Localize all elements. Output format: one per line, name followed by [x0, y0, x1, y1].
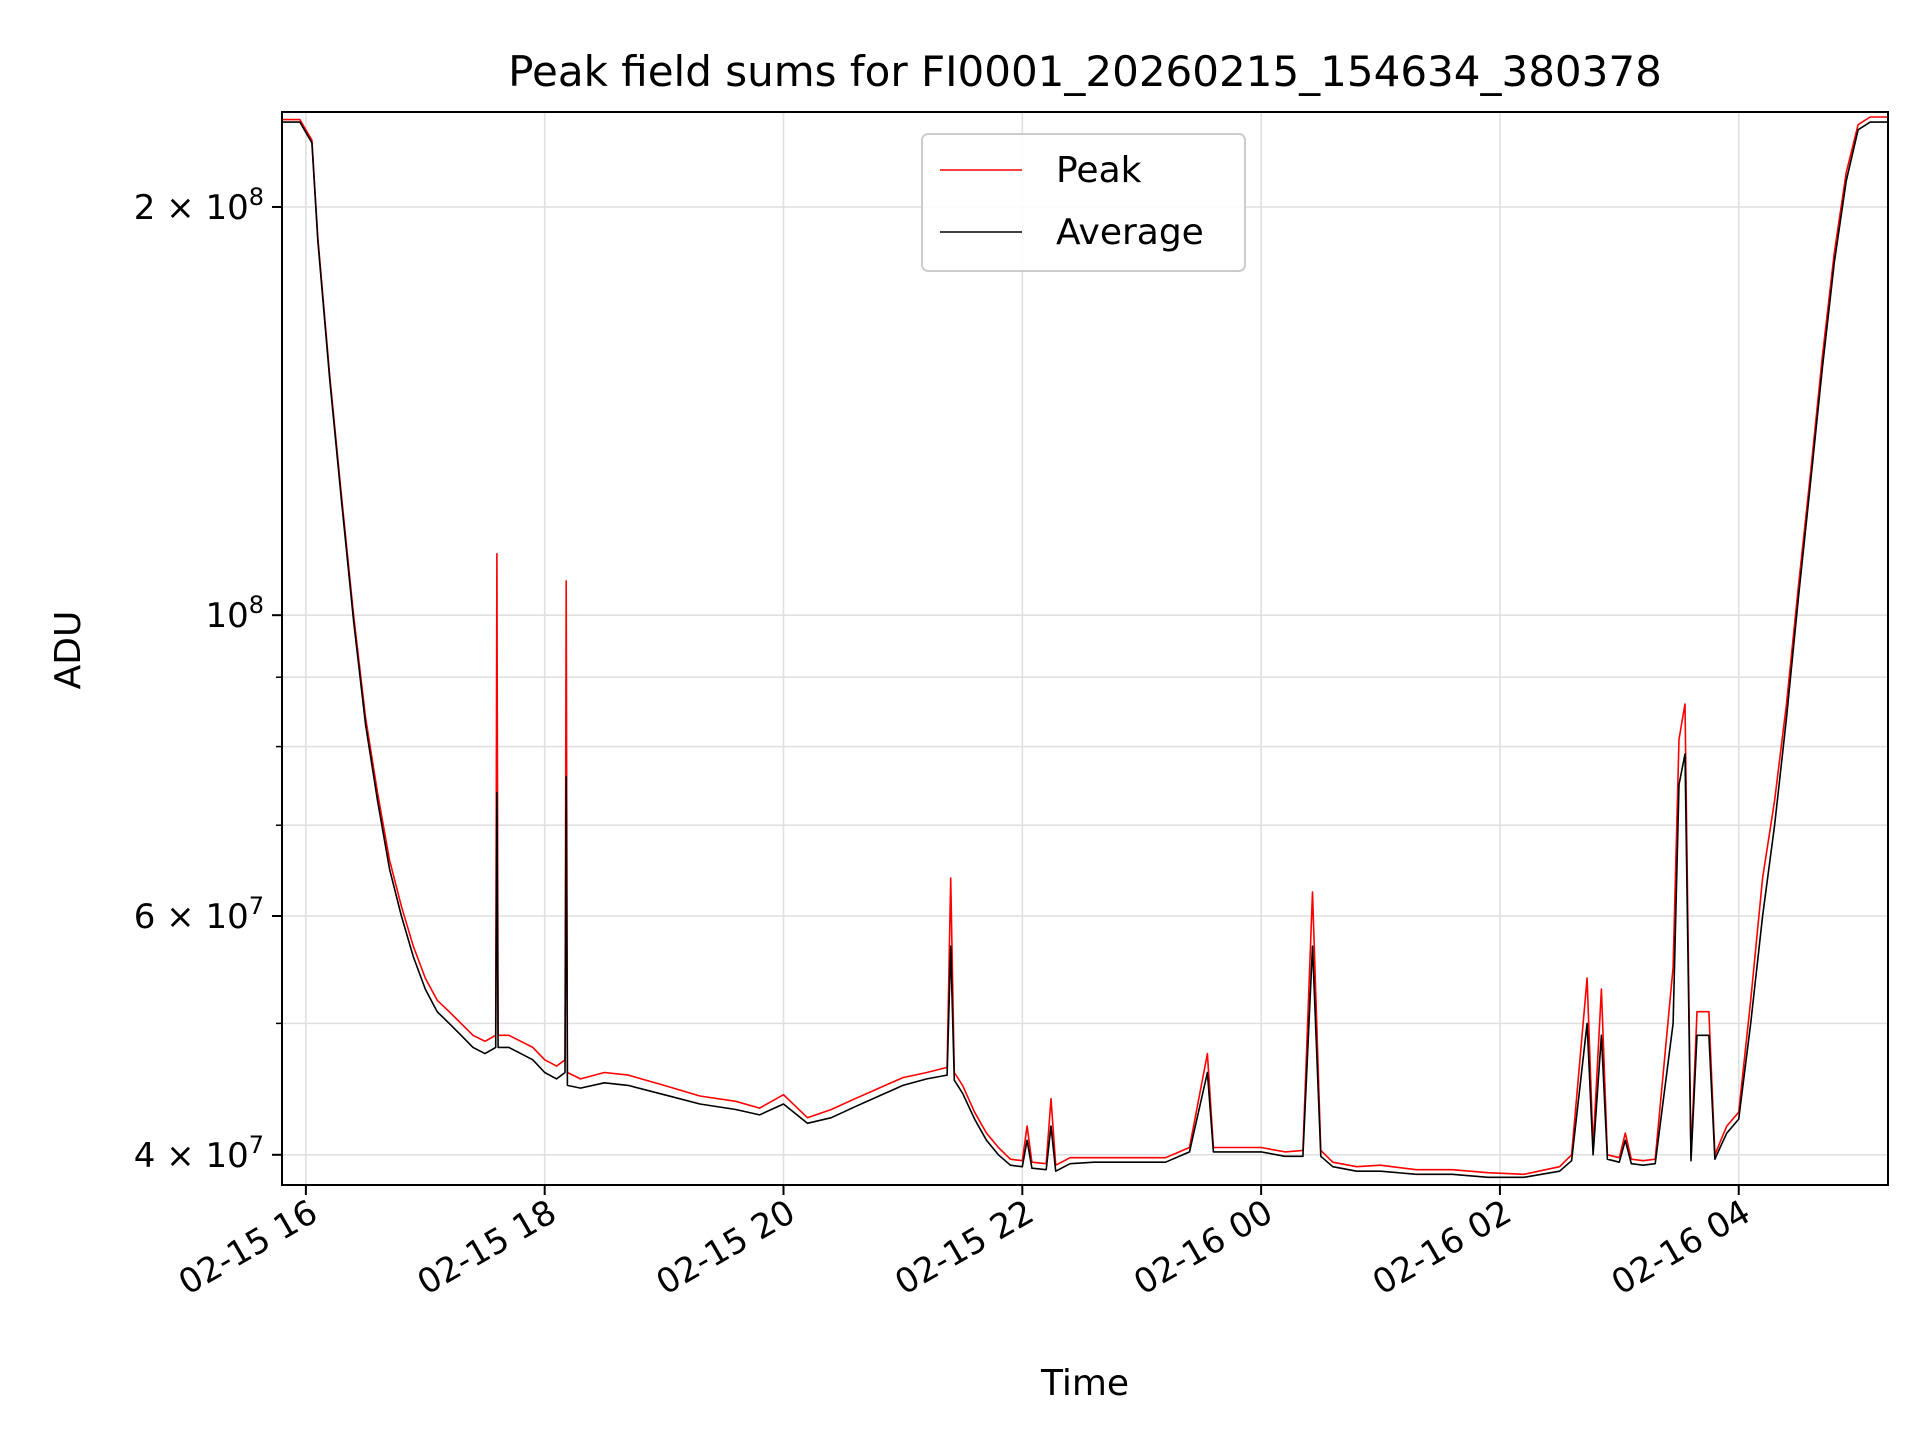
- x-tick-label: 02-15 20: [650, 1192, 802, 1303]
- chart-title: Peak field sums for FI0001_20260215_1546…: [508, 47, 1662, 96]
- legend-label-peak: Peak: [1056, 150, 1142, 191]
- x-tick-label: 02-16 02: [1366, 1192, 1518, 1303]
- x-tick-label: 02-16 04: [1605, 1192, 1757, 1303]
- x-tick-label: 02-15 22: [888, 1192, 1040, 1303]
- axes-frame: [281, 111, 1889, 1186]
- legend-box: [921, 133, 1246, 272]
- y-tick-label: 108: [205, 591, 264, 636]
- grid-lines: [282, 112, 1888, 1185]
- y-tick-label: 2 × 108: [134, 183, 264, 228]
- x-tick-label: 02-15 16: [172, 1192, 324, 1303]
- x-tick-label: 02-15 18: [411, 1192, 563, 1303]
- legend-label-average: Average: [1056, 212, 1204, 253]
- x-tick-label: 02-16 00: [1127, 1192, 1279, 1303]
- series-line-average: [282, 121, 1888, 1179]
- y-tick-label: 6 × 107: [134, 892, 264, 937]
- series-line-peak: [282, 116, 1888, 1176]
- legend: Peak Average: [921, 133, 1246, 272]
- y-tick-label: 4 × 107: [134, 1131, 264, 1176]
- x-axis-label: Time: [1040, 1363, 1129, 1404]
- series-lines: [282, 116, 1888, 1179]
- y-axis-label: ADU: [48, 611, 89, 690]
- axis-ticks: 02-15 16 02-15 18 02-15 20 02-15 22 02-16 00…: [134, 183, 1758, 1303]
